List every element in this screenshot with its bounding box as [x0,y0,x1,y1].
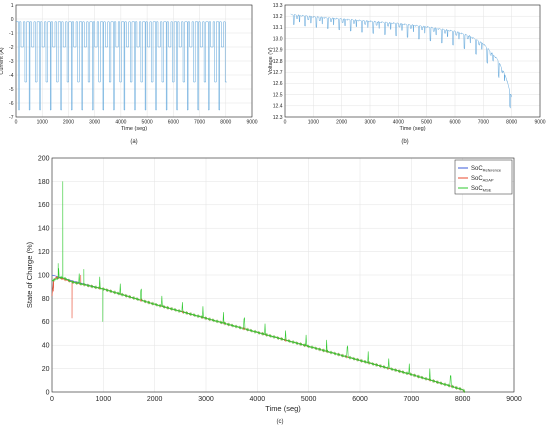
y-tick-label: -7 [9,115,14,121]
y-tick-label: 1 [11,3,14,9]
y-tick-label: 0 [11,17,14,23]
voltage-chart: 0 1000 2000 3000 4000 5000 6000 7000 8000 9000 13.… [268,3,546,132]
y-axis-label: Voltage (V) [268,47,274,74]
x-tick-label: 8000 [220,120,231,126]
x-tick-label: 5000 [142,120,153,126]
caption-c: (c) [277,419,284,425]
x-tick-label: 0 [50,396,54,403]
y-tick-label: 200 [38,155,50,162]
x-axis-label: Time (seg) [121,126,147,132]
y-tick-label: -5 [9,87,14,93]
y-tick-label: 100 [38,272,50,279]
x-tick-label: 9000 [534,120,545,126]
x-tick-label: 7000 [404,396,420,403]
legend-label-main: SoC [471,186,483,192]
y-tick-label: 0 [46,389,50,396]
y-axis-label: State of Charge (%) [25,241,34,308]
y-tick-label: 12.9 [273,48,283,54]
x-tick-label: 8000 [506,120,517,126]
legend-label: SoCADAP [471,176,494,183]
y-tick-label: 12.4 [273,104,283,110]
plot-frame [284,4,541,118]
x-tick-label: 9000 [506,396,522,403]
x-tick-label: 4000 [393,120,404,126]
legend-label: SoCReference [471,166,502,173]
x-tick-label: 5000 [301,396,317,403]
x-tick-label: 0 [284,120,287,126]
legend-label-main: SoC [471,176,483,182]
y-tick-label: 12.5 [273,92,283,98]
x-tick-label: 2000 [63,120,74,126]
x-tick-label: 1000 [37,120,48,126]
legend-label-sub: MSE [483,188,492,193]
x-tick-label: 6000 [168,120,179,126]
y-tick-label: -3 [9,59,14,65]
x-tick-label: 3000 [198,396,214,403]
soc-series-mse-line [51,181,466,393]
x-tick-label: 3000 [89,120,100,126]
current-series-line [16,21,227,111]
y-tick-label: -1 [9,31,14,37]
x-axis-label: Time (seg) [399,126,425,132]
legend-label-sub: Reference [483,168,502,173]
caption-b: (b) [401,139,408,145]
y-tick-label: -6 [9,101,14,107]
y-tick-label: 160 [38,202,50,209]
current-chart: 0 1000 2000 3000 4000 5000 6000 7000 8000 900010-… [0,3,258,132]
caption-a: (a) [130,139,137,145]
y-tick-label: 40 [42,343,50,350]
x-tick-label: 8000 [455,396,471,403]
y-tick-label: 13.3 [273,3,283,9]
x-tick-label: 1000 [96,396,112,403]
x-tick-label: 5000 [421,120,432,126]
x-tick-label: 1000 [308,120,319,126]
y-tick-label: -2 [9,45,14,51]
y-tick-label: 20 [42,366,50,373]
y-tick-label: 80 [42,296,50,303]
x-tick-label: 7000 [478,120,489,126]
x-tick-label: 4000 [250,396,266,403]
y-tick-label: 12.7 [273,70,283,76]
y-tick-label: 60 [42,319,50,326]
x-tick-label: 2000 [336,120,347,126]
voltage-series-line [290,13,512,109]
y-tick-label: 120 [38,249,50,256]
y-tick-label: 140 [38,226,50,233]
y-tick-label: -4 [9,73,14,79]
x-tick-label: 3000 [364,120,375,126]
x-tick-label: 6000 [449,120,460,126]
soc-chart: 0 1000 2000 3000 4000 5000 6000 7000 8000 9000200… [25,155,522,413]
y-tick-label: 13.2 [273,14,283,20]
y-tick-label: 12.6 [273,81,283,87]
x-tick-label: 7000 [194,120,205,126]
x-tick-label: 6000 [352,396,368,403]
x-tick-label: 2000 [147,396,163,403]
y-tick-label: 13.0 [273,36,283,42]
legend-label-sub: ADAP [483,178,494,183]
x-tick-label: 9000 [246,120,257,126]
x-tick-label: 0 [15,120,18,126]
x-tick-label: 4000 [115,120,126,126]
y-tick-label: 12.8 [273,59,283,65]
y-axis-label: Current (A) [0,47,5,74]
x-axis-label: Time (seg) [265,404,301,413]
legend-label: SoCMSE [471,186,492,193]
y-tick-label: 12.3 [273,115,283,121]
plot-frame [15,4,253,118]
y-tick-label: 13.1 [273,25,283,31]
legend-label-main: SoC [471,166,483,172]
y-tick-label: 180 [38,179,50,186]
